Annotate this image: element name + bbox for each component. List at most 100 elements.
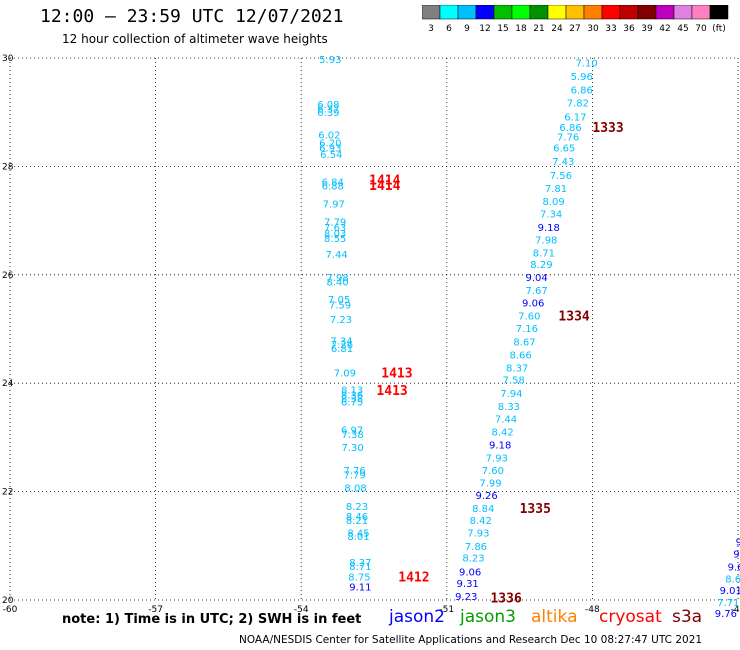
wave-height-value: 7.34 xyxy=(540,210,562,221)
wave-height-value: 9.6 xyxy=(728,562,740,573)
wave-height-value: 6.54 xyxy=(320,150,342,161)
wave-height-value: 9.26 xyxy=(475,491,497,502)
wave-height-value: 6.84 xyxy=(322,178,344,189)
legend-label: 70 xyxy=(695,24,707,34)
wave-height-value: 7.93 xyxy=(467,528,489,539)
wave-height-value: 8.42 xyxy=(470,516,492,527)
wave-height-value: 8.66 xyxy=(509,350,531,361)
wave-height-value: 7.44 xyxy=(325,250,347,261)
satellite-label-cryosat: cryosat xyxy=(599,607,662,627)
wave-height-value: 6.93 xyxy=(319,143,341,154)
wave-height-value: 7.26 xyxy=(331,340,353,351)
wave-height-value: 8.37 xyxy=(506,363,528,374)
wave-height-value: 5.96 xyxy=(571,72,593,83)
pass-number-label: 1336 xyxy=(490,591,521,606)
wave-height-value: 8.71 xyxy=(349,562,371,573)
legend-label: 30 xyxy=(587,24,599,34)
wave-height-value: 9.11 xyxy=(349,582,371,593)
units-note: note: 1) Time is in UTC; 2) SWH is in fe… xyxy=(62,612,362,627)
wave-height-value: 8.71 xyxy=(533,249,555,260)
pass-number-label: 1412 xyxy=(398,571,429,586)
wave-height-value: 7.76 xyxy=(343,466,365,477)
wave-height-value: 7.94 xyxy=(500,389,522,400)
wave-height-value: 7.05 xyxy=(328,295,350,306)
wave-height-value: 7.63 xyxy=(324,223,346,234)
legend-label: 6 xyxy=(446,24,452,34)
wave-height-value: 6.17 xyxy=(564,113,586,124)
pass-number-label: 1333 xyxy=(592,121,623,136)
lat-tick-label: 30 xyxy=(2,54,14,64)
wave-height-value: 9.31 xyxy=(457,579,479,590)
wave-height-value: 7.43 xyxy=(552,157,574,168)
map-subtitle: 12 hour collection of altimeter wave hei… xyxy=(62,32,328,46)
pass-number-label: 1335 xyxy=(520,502,551,517)
lat-tick-label: 26 xyxy=(2,271,14,281)
legend-label: 21 xyxy=(533,24,544,34)
wave-height-value: 8.36 xyxy=(341,391,363,402)
wave-height-value: 7.82 xyxy=(567,98,589,109)
wave-height-value: 9.76 xyxy=(715,609,737,620)
wave-height-value: 7.59 xyxy=(329,301,351,312)
legend-swatch xyxy=(709,5,729,20)
wave-height-value: 8.21 xyxy=(346,516,368,527)
lon-tick-label: -60 xyxy=(3,605,18,615)
wave-height-value: 9. xyxy=(736,537,740,548)
wave-height-value: 8.67 xyxy=(513,337,535,348)
legend-label: (ft) xyxy=(712,24,726,34)
wave-height-value: 9.23 xyxy=(455,592,477,603)
wave-height-value: 8.09 xyxy=(542,197,564,208)
lon-tick-label: -54 xyxy=(294,605,309,615)
legend-label: 27 xyxy=(569,24,580,34)
wave-height-value: 7.38 xyxy=(342,430,364,441)
wave-height-value: 8.42 xyxy=(491,427,513,438)
wave-height-value: 7.93 xyxy=(486,453,508,464)
pass-number-label: 1413 xyxy=(381,366,412,381)
wave-height-value: 7.16 xyxy=(516,324,538,335)
legend-label: 3 xyxy=(428,24,434,34)
wave-height-value: 8.84 xyxy=(472,504,494,515)
wave-height-value: 6.86 xyxy=(559,123,581,134)
wave-height-value: 9.06 xyxy=(459,567,481,578)
wave-height-value: 7.60 xyxy=(518,311,540,322)
wave-height-value: 8.40 xyxy=(326,277,348,288)
wave-height-value: 8.45 xyxy=(347,528,369,539)
wave-height-value: 7.79 xyxy=(343,470,365,481)
wave-height-value: 7.60 xyxy=(482,466,504,477)
satellite-label-jason2: jason2 xyxy=(389,607,445,627)
wave-height-value: 7.09 xyxy=(334,368,356,379)
wave-height-value: 7.97 xyxy=(323,199,345,210)
satellite-label-altika: altika xyxy=(531,607,578,627)
wave-height-value: 8.23 xyxy=(462,554,484,565)
satellite-label-jason3: jason3 xyxy=(460,607,516,627)
wave-height-value: 7.99 xyxy=(479,478,501,489)
wave-height-value: 6.81 xyxy=(331,344,353,355)
wave-height-value: 7.56 xyxy=(550,171,572,182)
wave-height-value: 6.97 xyxy=(341,425,363,436)
wave-height-value: 7.23 xyxy=(330,315,352,326)
map-title: 12:00 – 23:59 UTC 12/07/2021 xyxy=(40,6,344,27)
legend-label: 45 xyxy=(677,24,688,34)
wave-height-value: 9. xyxy=(733,549,740,560)
wave-height-value: 7.58 xyxy=(503,375,525,386)
wave-height-value: 7.67 xyxy=(525,286,547,297)
wave-height-color-legend: 3 6 9 12 15 18 21 24 27 30 33 36 39 42 45 70 (ft) xyxy=(422,5,729,34)
lon-tick-label: -48 xyxy=(585,605,600,615)
wave-height-value: 9.06 xyxy=(522,298,544,309)
credit-line: NOAA/NESDIS Center for Satellite Applica… xyxy=(239,634,703,646)
wave-height-value: 7.86 xyxy=(465,542,487,553)
wave-height-value: 9.04 xyxy=(525,273,547,284)
wave-height-value: 7.30 xyxy=(342,443,364,454)
wave-height-value: 6.88 xyxy=(322,181,344,192)
pass-number-label: 1334 xyxy=(558,309,589,324)
wave-height-value: 8.33 xyxy=(498,402,520,413)
wave-height-value: 6.20 xyxy=(319,139,341,150)
wave-height-value: 8.38 xyxy=(341,394,363,405)
lat-tick-label: 24 xyxy=(2,379,14,389)
legend-label: 39 xyxy=(641,24,653,34)
wave-height-value: 5.93 xyxy=(319,55,341,66)
wave-height-value: 8.6 xyxy=(725,574,740,585)
legend-label: 12 xyxy=(479,24,490,34)
wave-height-value: 7.10 xyxy=(575,58,597,69)
wave-height-value: 8.13 xyxy=(341,386,363,397)
